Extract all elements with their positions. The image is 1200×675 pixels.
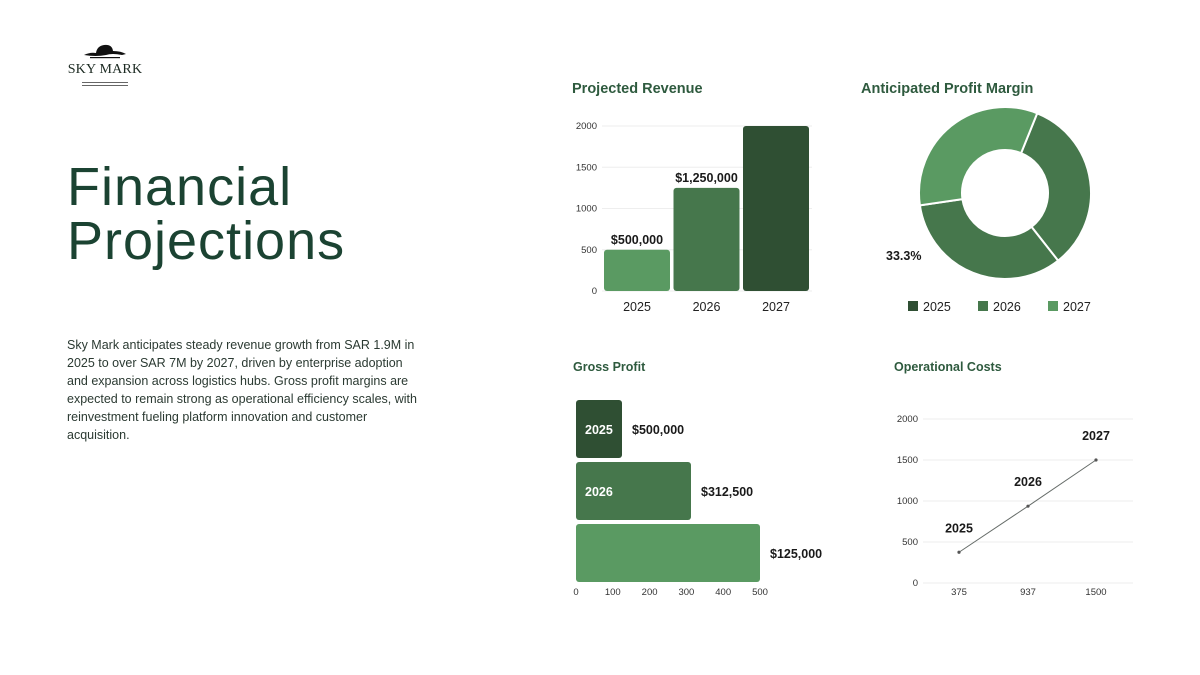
margin-donut-slice bbox=[918, 106, 1039, 207]
operational-costs-point bbox=[957, 550, 961, 554]
gross-profit-x-tick: 100 bbox=[605, 587, 621, 598]
margin-legend-label: 2025 bbox=[923, 300, 951, 314]
gross-profit-data-label: $312,500 bbox=[701, 485, 753, 499]
gross-profit-chart-title: Gross Profit bbox=[573, 360, 646, 374]
operational-costs-point bbox=[1094, 458, 1098, 462]
operational-costs-point-label: 2026 bbox=[1014, 475, 1042, 489]
gross-profit-x-tick: 500 bbox=[752, 587, 768, 598]
margin-donut-slice bbox=[918, 198, 1060, 280]
margin-chart-title: Anticipated Profit Margin bbox=[861, 81, 1033, 97]
operational-costs-point bbox=[1026, 504, 1030, 508]
gross-profit-bar bbox=[576, 524, 760, 582]
gross-profit-x-tick: 400 bbox=[715, 587, 731, 598]
revenue-bar bbox=[743, 126, 809, 291]
operational-costs-x-tick: 375 bbox=[951, 587, 967, 598]
revenue-y-tick: 0 bbox=[592, 286, 597, 297]
revenue-data-label: $1,250,000 bbox=[675, 171, 738, 185]
margin-legend-swatch bbox=[908, 301, 918, 311]
revenue-y-tick: 1500 bbox=[576, 162, 597, 173]
revenue-x-tick: 2025 bbox=[623, 300, 651, 314]
gross-profit-x-tick: 200 bbox=[642, 587, 658, 598]
gross-profit-x-tick: 300 bbox=[678, 587, 694, 598]
gross-profit-data-label: $125,000 bbox=[770, 547, 822, 561]
page-title: Financial Projections bbox=[67, 160, 345, 268]
margin-legend-label: 2027 bbox=[1063, 300, 1091, 314]
revenue-y-tick: 500 bbox=[581, 245, 597, 256]
gross-profit-bar bbox=[576, 462, 691, 520]
revenue-data-label: $500,000 bbox=[611, 233, 663, 247]
title-line-1: Financial bbox=[67, 157, 293, 217]
gross-profit-x-tick: 0 bbox=[573, 587, 578, 598]
margin-data-label: 33.3% bbox=[886, 249, 921, 263]
operational-costs-x-tick: 1500 bbox=[1085, 587, 1106, 598]
brand-logo: SKY MARK bbox=[62, 40, 148, 86]
revenue-bar bbox=[604, 249, 670, 291]
revenue-bar bbox=[673, 187, 740, 291]
operational-costs-y-tick: 2000 bbox=[897, 414, 918, 425]
slide-description: Sky Mark anticipates steady revenue grow… bbox=[67, 338, 417, 442]
operational-costs-point-label: 2025 bbox=[945, 521, 973, 535]
operational-costs-y-tick: 0 bbox=[913, 578, 918, 589]
margin-legend-swatch bbox=[978, 301, 988, 311]
gross-profit-bar-label: 2025 bbox=[585, 423, 613, 437]
logo-underline bbox=[82, 82, 128, 86]
revenue-x-tick: 2026 bbox=[693, 300, 721, 314]
margin-legend-swatch bbox=[1048, 301, 1058, 311]
gross-profit-data-label: $500,000 bbox=[632, 423, 684, 437]
revenue-y-tick: 2000 bbox=[576, 121, 597, 132]
operational-costs-y-tick: 500 bbox=[902, 537, 918, 548]
gross-profit-bar bbox=[576, 400, 622, 458]
brand-name: SKY MARK bbox=[67, 62, 143, 77]
title-line-2: Projections bbox=[67, 211, 346, 271]
margin-donut-slice bbox=[1019, 111, 1092, 263]
operational-costs-x-tick: 937 bbox=[1020, 587, 1036, 598]
revenue-chart-title: Projected Revenue bbox=[572, 81, 703, 97]
revenue-y-tick: 1000 bbox=[576, 204, 597, 215]
operational-costs-y-tick: 1000 bbox=[897, 496, 918, 507]
operational-costs-point-label: 2027 bbox=[1082, 429, 1110, 443]
operational-costs-y-tick: 1500 bbox=[897, 455, 918, 466]
hat-logo-icon bbox=[84, 44, 126, 59]
margin-legend-label: 2026 bbox=[993, 300, 1021, 314]
revenue-x-tick: 2027 bbox=[762, 300, 790, 314]
gross-profit-bar-label: 2026 bbox=[585, 485, 613, 499]
operational-costs-chart-title: Operational Costs bbox=[894, 360, 1002, 374]
